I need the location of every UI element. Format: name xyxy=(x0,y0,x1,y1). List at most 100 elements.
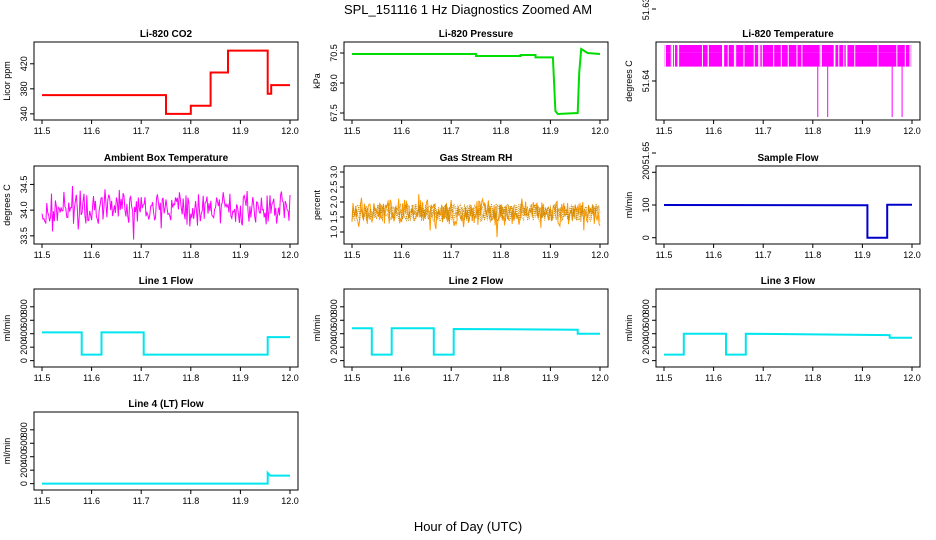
y-tick-label: 400 xyxy=(641,326,651,341)
y-tick-label: 200 xyxy=(641,340,651,355)
y-axis-label: ml/min xyxy=(624,192,634,219)
y-tick-label: 800 xyxy=(19,422,29,437)
x-tick-label: 12.0 xyxy=(591,250,609,260)
x-tick-label: 11.7 xyxy=(443,373,460,383)
y-tick-label: 600 xyxy=(19,436,29,451)
x-tick-label: 11.7 xyxy=(443,126,460,136)
x-tick-label: 11.9 xyxy=(542,250,559,260)
x-tick-label: 11.7 xyxy=(443,250,460,260)
x-tick-label: 11.9 xyxy=(542,126,559,136)
x-tick-label: 11.9 xyxy=(232,496,249,506)
x-tick-label: 11.5 xyxy=(344,250,361,260)
y-tick-label: 67.5 xyxy=(329,104,339,122)
y-tick-label: 400 xyxy=(19,326,29,341)
panels: Li-820 CO2 Licor ppm 11.5 11.6 11.7 11.8 11.9 1… xyxy=(2,0,921,506)
panel-rh: Gas Stream RH percent 11.5 11.6 11.7 11.8 11.9… xyxy=(312,153,609,260)
panel-title: Line 2 Flow xyxy=(449,276,504,287)
x-tick-label: 11.9 xyxy=(854,373,871,383)
x-tick-label: 11.8 xyxy=(804,250,821,260)
x-tick-label: 12.0 xyxy=(281,373,299,383)
x-tick-label: 11.8 xyxy=(804,126,821,136)
panel-title: Li-820 CO2 xyxy=(140,29,193,40)
panel-title: Line 1 Flow xyxy=(139,276,194,287)
x-tick-label: 11.6 xyxy=(83,126,100,136)
y-tick-label: 51.64 xyxy=(641,70,651,93)
y-tick-label: 34.0 xyxy=(19,201,29,219)
y-tick-label: 0 xyxy=(641,358,651,363)
x-tick-label: 11.8 xyxy=(492,250,509,260)
y-tick-label: 600 xyxy=(641,313,651,328)
series-line xyxy=(351,203,601,223)
x-tick-label: 11.6 xyxy=(393,126,410,136)
series-line xyxy=(42,470,290,485)
panel-title: Gas Stream RH xyxy=(440,153,513,164)
x-tick-label: 11.6 xyxy=(705,126,722,136)
x-tick-label: 12.0 xyxy=(281,496,299,506)
x-tick-label: 11.7 xyxy=(133,496,150,506)
x-tick-label: 11.6 xyxy=(705,373,722,383)
plot-frame xyxy=(33,165,299,245)
y-axis-label: ml/min xyxy=(624,315,634,342)
y-tick-label: 2.0 xyxy=(329,196,339,209)
plot-frame xyxy=(343,288,609,368)
x-tick-label: 11.6 xyxy=(705,250,722,260)
panel-co2: Li-820 CO2 Licor ppm 11.5 11.6 11.7 11.8 11.9 1… xyxy=(2,29,299,136)
x-tick-label: 12.0 xyxy=(281,250,299,260)
x-tick-label: 11.7 xyxy=(133,373,150,383)
series-line xyxy=(42,49,290,115)
x-tick-label: 11.5 xyxy=(656,126,673,136)
y-axis-label: degrees C xyxy=(624,60,634,102)
panel-title: Sample Flow xyxy=(757,153,818,164)
y-tick-label: 0 xyxy=(19,481,29,486)
panel-title: Line 3 Flow xyxy=(761,276,816,287)
x-tick-label: 11.7 xyxy=(133,250,150,260)
x-tick-label: 11.7 xyxy=(133,126,150,136)
y-axis-label: ml/min xyxy=(2,438,12,465)
x-tick-label: 11.5 xyxy=(344,126,361,136)
y-tick-label: 600 xyxy=(19,313,29,328)
x-tick-label: 11.9 xyxy=(854,250,871,260)
figure-title: SPL_151116 1 Hz Diagnostics Zoomed AM xyxy=(344,2,592,17)
y-axis-label: ml/min xyxy=(312,315,322,342)
x-tick-label: 11.5 xyxy=(656,373,673,383)
panel-line3: Line 3 Flow ml/min 11.5 11.6 11.7 11.8 11.9 12.… xyxy=(624,276,921,383)
x-tick-label: 12.0 xyxy=(903,126,921,136)
y-tick-label: 100 xyxy=(641,197,651,212)
panel-title: Line 4 (LT) Flow xyxy=(128,399,204,410)
x-tick-label: 11.8 xyxy=(182,250,199,260)
y-tick-label: 2.5 xyxy=(329,181,339,194)
x-tick-label: 12.0 xyxy=(903,373,921,383)
x-tick-label: 11.5 xyxy=(34,373,51,383)
y-tick-label: 600 xyxy=(329,313,339,328)
y-tick-label: 0 xyxy=(641,235,651,240)
y-tick-label: 800 xyxy=(641,299,651,314)
x-tick-label: 11.5 xyxy=(34,250,51,260)
plot-frame xyxy=(33,288,299,368)
x-tick-label: 11.6 xyxy=(393,373,410,383)
x-tick-label: 12.0 xyxy=(903,250,921,260)
y-tick-label: 34.5 xyxy=(19,176,29,194)
panel-line2: Line 2 Flow ml/min 11.5 11.6 11.7 11.8 11.9 12.… xyxy=(312,276,609,383)
x-tick-label: 11.6 xyxy=(83,373,100,383)
y-tick-label: 400 xyxy=(19,449,29,464)
y-tick-label: 51.63 xyxy=(641,0,651,20)
y-tick-label: 200 xyxy=(19,340,29,355)
x-tick-label: 11.6 xyxy=(393,250,410,260)
panel-ambient_temp: Ambient Box Temperature degrees C 11.5 11.6… xyxy=(2,153,299,260)
y-tick-label: 0 xyxy=(19,358,29,363)
series-line xyxy=(352,327,600,356)
series-line xyxy=(663,203,912,239)
x-tick-label: 11.8 xyxy=(804,373,821,383)
x-tick-label: 12.0 xyxy=(591,126,609,136)
x-tick-label: 11.9 xyxy=(232,126,249,136)
y-tick-label: 200 xyxy=(19,463,29,478)
panel-licor_temp: Li-820 Temperature degrees C 11.5 11.6 11.7 1… xyxy=(624,0,921,164)
y-axis-label: ml/min xyxy=(2,315,12,342)
y-tick-label: 70.5 xyxy=(329,44,339,62)
y-tick-label: 380 xyxy=(19,81,29,96)
y-tick-label: 51.65 xyxy=(641,142,651,165)
y-tick-label: 800 xyxy=(329,299,339,314)
x-tick-label: 11.7 xyxy=(755,250,772,260)
plot-frame xyxy=(655,288,921,368)
